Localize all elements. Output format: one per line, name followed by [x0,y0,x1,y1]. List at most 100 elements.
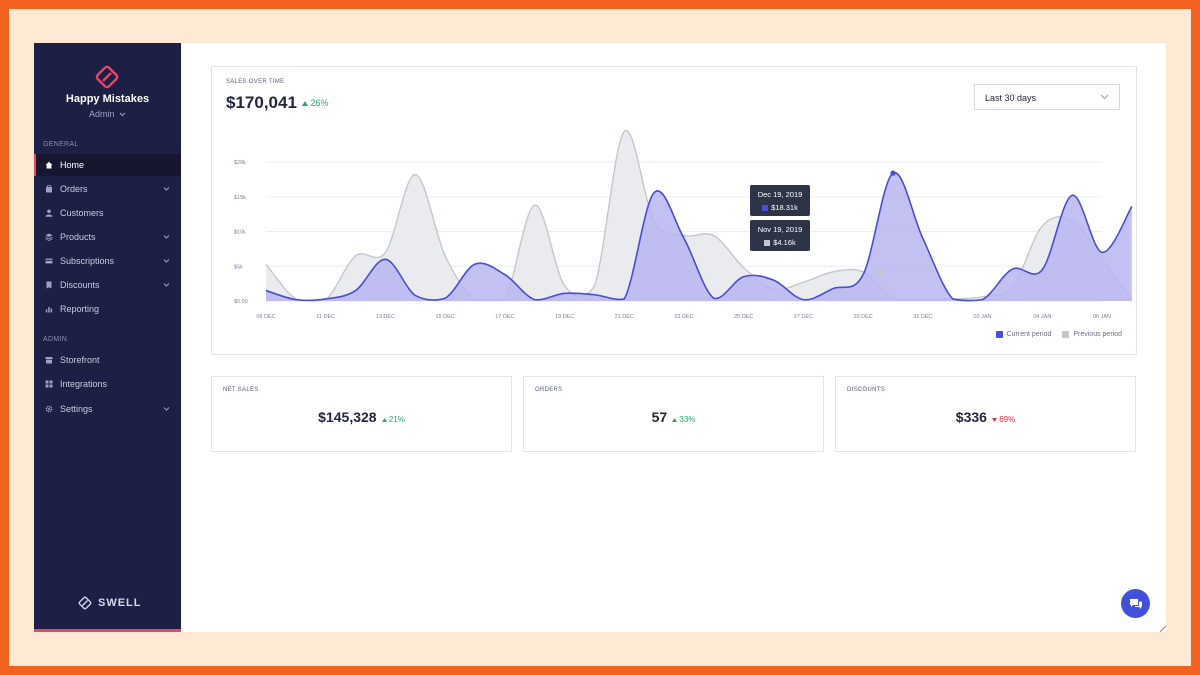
data-point-current[interactable] [890,170,896,176]
arrow-up-icon [302,101,308,106]
x-tick-label: 17 DEC [495,314,514,320]
tooltip-current-value: $18.31k [771,203,798,212]
stat-change: 33% [672,415,695,424]
chat-button[interactable] [1121,589,1150,618]
date-range-value: Last 30 days [985,93,1037,103]
date-range-select[interactable]: Last 30 days [974,84,1120,110]
x-tick-label: 06 JAN [1093,314,1111,320]
chevron-down-icon [163,187,170,191]
sidebar-item-settings[interactable]: Settings [34,398,181,420]
sidebar-item-orders[interactable]: Orders [34,178,181,200]
data-point-previous[interactable] [877,268,884,275]
stat-label: NET SALES [223,387,259,393]
sales-change: 26% [302,98,329,108]
sidebar-item-label: Customers [60,208,104,218]
sidebar-item-reporting[interactable]: Reporting [34,298,181,320]
store-role-label: Admin [88,109,115,119]
tooltip-swatch-previous [764,239,771,246]
tooltip-current-date: Dec 19, 2019 [757,190,803,199]
legend-swatch-current [995,331,1003,338]
sidebar-item-products[interactable]: Products [34,226,181,248]
sidebar-item-label: Home [60,160,85,170]
x-tick-label: 11 DEC [316,314,335,320]
sidebar-item-customers[interactable]: Customers [34,202,181,224]
storefront-icon [45,357,53,364]
x-tick-label: 29 DEC [854,314,873,320]
chat-bubble-icon [1129,598,1142,609]
store-role-dropdown[interactable]: Admin [34,109,181,119]
sales-total: $170,041 [226,93,297,112]
subscriptions-icon [45,258,53,264]
x-tick-label: 25 DEC [734,314,753,320]
chevron-down-icon [163,259,170,263]
x-tick-label: 21 DEC [615,314,634,320]
legend-item-previous[interactable]: Previous period [1062,331,1122,338]
legend-label-current: Current period [1006,331,1052,338]
stat-label: ORDERS [535,387,563,393]
chart-title: SALES OVER TIME [226,79,285,85]
sidebar-accent-bar [34,629,181,632]
section-label-general: GENERAL [43,141,79,148]
tooltip-previous-row: $4.16k [750,236,810,251]
legend-item-current[interactable]: Current period [995,331,1052,338]
customers-icon [45,209,53,217]
sidebar: Happy Mistakes Admin GENERAL Home Orders… [34,43,181,632]
tooltip-current-period: Dec 19, 2019 $18.31k [750,185,810,216]
chevron-down-icon [163,235,170,239]
x-tick-label: 27 DEC [794,314,813,320]
resize-handle-icon[interactable] [1160,626,1166,632]
stat-change: 21% [381,415,405,424]
x-tick-label: 13 DEC [376,314,395,320]
stat-label: DISCOUNTS [847,387,886,393]
x-tick-label: 31 DEC [913,314,932,320]
legend-label-previous: Previous period [1073,331,1122,338]
arrow-down-icon [992,418,997,422]
integrations-icon [45,380,53,388]
store-name: Happy Mistakes [65,93,150,105]
x-tick-label: 19 DEC [555,314,574,320]
x-tick-label: 04 JAN [1033,314,1051,320]
section-label-admin: ADMIN [43,336,68,343]
sidebar-item-subscriptions[interactable]: Subscriptions [34,250,181,272]
stat-value: $145,328 [318,409,377,425]
sidebar-item-integrations[interactable]: Integrations [34,373,181,395]
reporting-icon [45,307,53,313]
legend-swatch-previous [1062,331,1070,338]
stat-card-orders: ORDERS 57 33% [523,376,824,452]
x-tick-label: 09 DEC [256,314,275,320]
sales-change-value: 26% [310,98,329,108]
chevron-down-icon [163,283,170,287]
sidebar-item-label: Settings [60,404,93,414]
sidebar-item-label: Reporting [60,304,100,314]
sidebar-item-label: Storefront [60,355,100,365]
arrow-up-icon [672,418,678,422]
x-tick-label: 15 DEC [436,314,455,320]
stat-card-net-sales: NET SALES $145,328 21% [211,376,512,452]
arrow-up-icon [381,418,387,422]
sidebar-item-label: Orders [60,184,88,194]
stat-value: $336 [955,409,987,425]
tooltip-current-row: $18.31k [750,201,810,216]
sidebar-item-storefront[interactable]: Storefront [34,349,181,371]
tooltip-swatch-current [762,204,769,211]
gear-icon [45,405,53,413]
store-logo-icon[interactable] [95,65,119,89]
tooltip-previous-value: $4.16k [773,238,796,247]
sidebar-item-label: Products [60,232,96,242]
stat-card-discounts: DISCOUNTS $336 69% [835,376,1136,452]
sidebar-item-discounts[interactable]: Discounts [34,274,181,296]
sidebar-item-home[interactable]: Home [34,154,181,176]
y-tick-label: $0.00 [234,299,248,305]
series-line-current[interactable] [265,172,1133,302]
x-tick-label: 02 JAN [974,314,992,320]
tooltip-previous-period: Nov 19, 2019 $4.16k [750,220,810,251]
swell-logo-icon [78,596,92,610]
discounts-icon [46,281,52,289]
y-tick-label: $20k [234,160,246,166]
chevron-down-icon [163,407,170,411]
sidebar-item-label: Subscriptions [60,256,115,266]
app-window: Happy Mistakes Admin GENERAL Home Orders… [34,43,1166,632]
sales-area-chart[interactable]: $0.00 $5k $10k $15k $20k 09 DEC 11 DEC 13 DEC 15… [212,67,1138,356]
swell-brand: SWELL [78,596,142,610]
stat-change-value: 21% [388,415,405,424]
